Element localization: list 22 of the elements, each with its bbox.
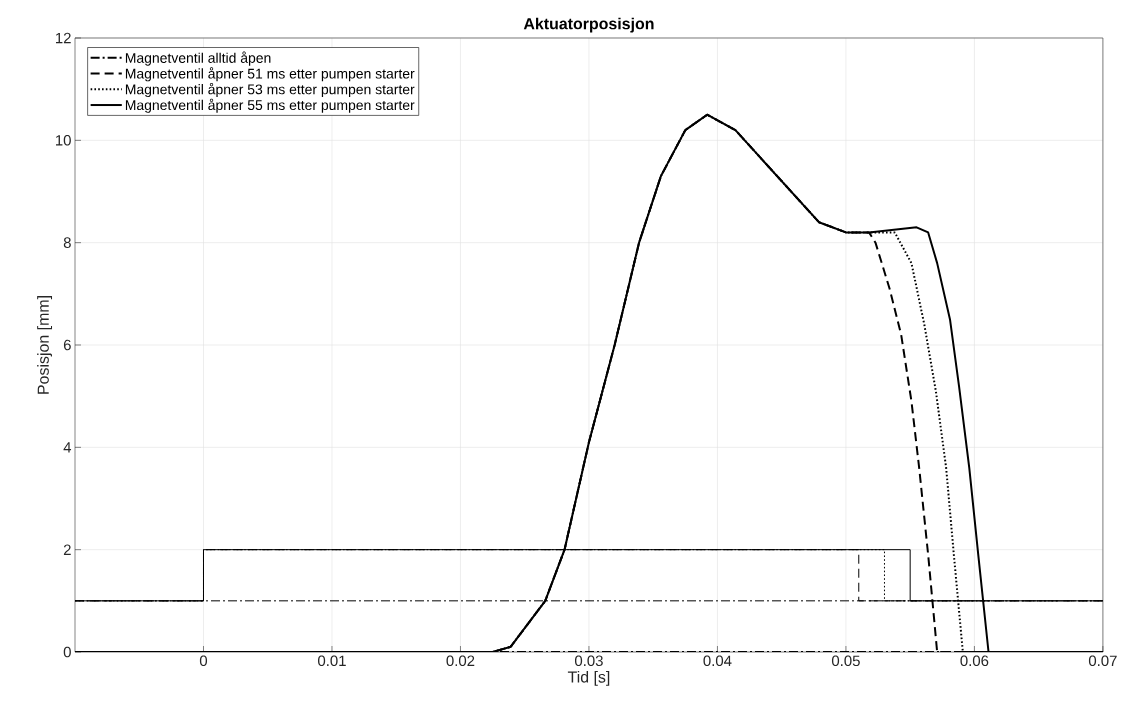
y-tick-label: 4 — [63, 442, 72, 453]
y-axis-title: Posisjon [mm] — [37, 296, 53, 394]
x-tick-label: 0 — [199, 655, 208, 667]
x-tick-label: 0.05 — [831, 655, 860, 667]
legend-label: Magnetventil alltid åpen — [125, 51, 271, 66]
y-tick-label: 12 — [56, 32, 71, 44]
y-tick-label: 2 — [63, 544, 71, 555]
y-tick-label: 6 — [63, 339, 71, 351]
y-tick-label: 8 — [63, 237, 71, 248]
x-tick-label: 0.02 — [446, 655, 475, 667]
x-tick-label: 0.06 — [960, 655, 989, 667]
chart-title: Aktuatorposisjon — [523, 17, 654, 33]
x-tick-label: 0.04 — [703, 655, 732, 667]
legend-label: Magnetventil åpner 51 ms etter pumpen starter — [125, 67, 415, 82]
y-tick-label: 10 — [56, 135, 71, 146]
y-tick-label: 0 — [63, 646, 71, 658]
legend-label: Magnetventil åpner 53 ms etter pumpen starter — [125, 82, 415, 98]
x-tick-label: 0.07 — [1088, 655, 1117, 667]
x-tick-label: 0.01 — [318, 655, 346, 667]
x-tick-label: 0.03 — [574, 655, 603, 667]
x-axis-title: Tid [s] — [567, 670, 610, 686]
legend-label: Magnetventil åpner 55 ms etter pumpen starter — [125, 98, 415, 113]
